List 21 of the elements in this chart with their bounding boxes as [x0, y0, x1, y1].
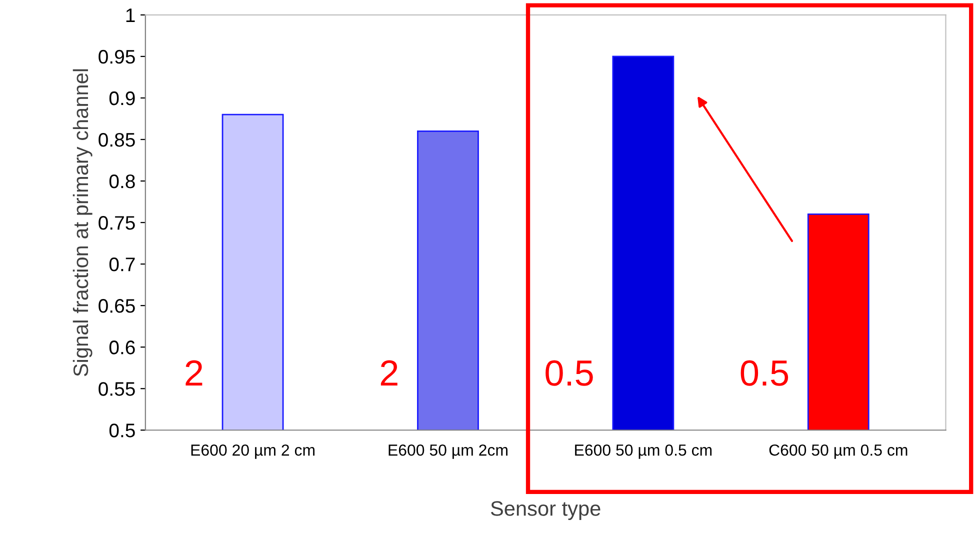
y-tick-label: 0.5: [109, 424, 135, 438]
annotation: 0.5: [546, 360, 593, 386]
y-tick-label: 0.6: [109, 340, 135, 354]
annotation: 2: [186, 360, 202, 386]
annotation: 2: [380, 360, 398, 386]
y-tick-label: 0.75: [98, 216, 135, 230]
annotation: 0.5: [740, 360, 788, 386]
y-tick-label: 0.8: [109, 174, 135, 188]
y-tick-label: 0.55: [98, 382, 135, 396]
x-axis-title: Sensor type: [490, 501, 600, 520]
y-tick-label: 0.9: [109, 91, 135, 106]
y-axis-title: Signal fraction at primary channel: [72, 69, 92, 376]
y-tick-label: 0.65: [98, 299, 135, 313]
x-tick-label: C600 50 µm 0.5 cm: [769, 444, 908, 459]
y-tick-label: 1: [126, 8, 135, 22]
y-tick-label: 0.85: [98, 132, 135, 147]
x-tick-label: E600 50 µm 2cm: [388, 444, 508, 459]
y-tick-label: 0.95: [98, 50, 135, 64]
y-tick-label: 0.7: [109, 258, 135, 272]
x-tick-label: E600 50 µm 0.5 cm: [575, 444, 712, 459]
x-tick-label: E600 20 µm 2 cm: [191, 444, 314, 459]
